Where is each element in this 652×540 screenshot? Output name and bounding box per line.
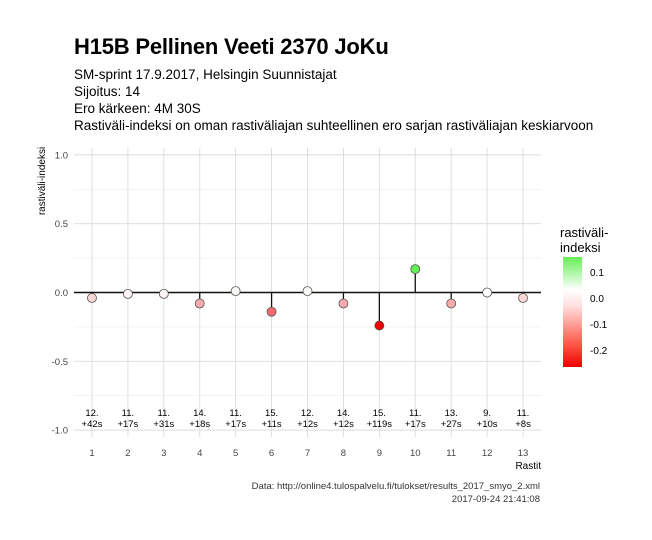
subtitle-line-description: Rastiväli-indeksi on oman rastiväliajan … bbox=[74, 118, 594, 133]
legend-title-line2: indeksi bbox=[560, 240, 601, 255]
x-tick-label: 1 bbox=[89, 448, 94, 459]
rank-label: 9. bbox=[483, 408, 491, 419]
data-point bbox=[302, 286, 313, 297]
rank-label: 11. bbox=[122, 408, 135, 419]
data-point bbox=[518, 293, 528, 303]
x-tick-label: 10 bbox=[410, 448, 421, 459]
x-axis-title: Rastit bbox=[515, 461, 541, 472]
legend-tick-label: -0.2 bbox=[590, 346, 608, 357]
time-diff-label: +27s bbox=[441, 419, 462, 430]
subtitle-line-gap: Ero kärkeen: 4M 30S bbox=[74, 101, 201, 116]
y-tick-label: 1.0 bbox=[55, 150, 68, 161]
chart-title: H15B Pellinen Veeti 2370 JoKu bbox=[74, 34, 389, 59]
rank-label: 14. bbox=[193, 408, 206, 419]
rank-label: 15. bbox=[373, 408, 386, 419]
data-point bbox=[194, 298, 205, 309]
data-point bbox=[446, 298, 457, 309]
legend-title-line1: rastiväli- bbox=[560, 225, 609, 240]
y-tick-label: -1.0 bbox=[52, 426, 68, 437]
x-tick-label: 2 bbox=[125, 448, 130, 459]
x-tick-label: 12 bbox=[482, 448, 493, 459]
data-point bbox=[122, 288, 133, 299]
time-diff-label: +10s bbox=[477, 419, 498, 430]
time-diff-label: +17s bbox=[117, 419, 138, 430]
data-point bbox=[482, 287, 493, 298]
x-tick-label: 7 bbox=[305, 448, 310, 459]
x-tick-label: 13 bbox=[518, 448, 529, 459]
rank-label: 14. bbox=[337, 408, 350, 419]
y-tick-label: -0.5 bbox=[52, 357, 68, 368]
legend-tick-label: -0.1 bbox=[590, 320, 608, 331]
time-diff-label: +119s bbox=[367, 419, 393, 430]
y-tick-label: 0.5 bbox=[55, 219, 68, 230]
data-source-caption: Data: http://online4.tulospalvelu.fi/tul… bbox=[251, 481, 540, 492]
time-diff-label: +11s bbox=[261, 419, 281, 430]
rank-label: 12. bbox=[301, 408, 314, 419]
rank-label: 11. bbox=[409, 408, 422, 419]
time-diff-label: +17s bbox=[225, 419, 246, 430]
time-diff-label: +8s bbox=[515, 419, 531, 430]
legend-tick-label: 0.0 bbox=[590, 294, 604, 305]
time-diff-label: +12s bbox=[333, 419, 354, 430]
legend-color-bar bbox=[563, 257, 582, 367]
data-point bbox=[410, 264, 421, 275]
rank-label: 11. bbox=[158, 408, 171, 419]
data-point bbox=[230, 286, 241, 297]
time-diff-label: +42s bbox=[82, 419, 103, 430]
rank-label: 13. bbox=[445, 408, 458, 419]
y-axis-title: rastiväli-indeksi bbox=[37, 147, 48, 215]
legend-title: rastiväli- indeksi bbox=[560, 225, 608, 255]
x-tick-label: 6 bbox=[269, 448, 274, 459]
time-diff-label: +18s bbox=[189, 419, 210, 430]
legend-tick-label: 0.1 bbox=[590, 268, 604, 279]
data-point bbox=[338, 298, 349, 309]
x-tick-label: 8 bbox=[341, 448, 346, 459]
subtitle-line-rank: Sijoitus: 14 bbox=[74, 84, 141, 99]
chart-subtitle: SM-sprint 17.9.2017, Helsingin Suunnista… bbox=[74, 66, 593, 134]
data-point bbox=[266, 306, 277, 317]
time-diff-label: +12s bbox=[297, 419, 318, 430]
rank-label: 12. bbox=[85, 408, 98, 419]
rank-label: 11. bbox=[229, 408, 242, 419]
x-tick-label: 9 bbox=[377, 448, 382, 459]
x-tick-label: 5 bbox=[233, 448, 238, 459]
data-point bbox=[374, 320, 385, 331]
x-tick-label: 3 bbox=[161, 448, 166, 459]
time-diff-label: +31s bbox=[153, 419, 174, 430]
time-diff-label: +17s bbox=[405, 419, 426, 430]
x-tick-label: 11 bbox=[446, 448, 456, 459]
rank-label: 11. bbox=[517, 408, 530, 419]
rank-label: 15. bbox=[265, 408, 278, 419]
subtitle-line-event: SM-sprint 17.9.2017, Helsingin Suunnista… bbox=[74, 67, 337, 82]
y-tick-label: 0.0 bbox=[55, 288, 68, 299]
timestamp-caption: 2017-09-24 21:41:08 bbox=[451, 494, 540, 505]
x-tick-label: 4 bbox=[197, 448, 202, 459]
data-point bbox=[158, 288, 169, 299]
data-point bbox=[87, 293, 97, 303]
